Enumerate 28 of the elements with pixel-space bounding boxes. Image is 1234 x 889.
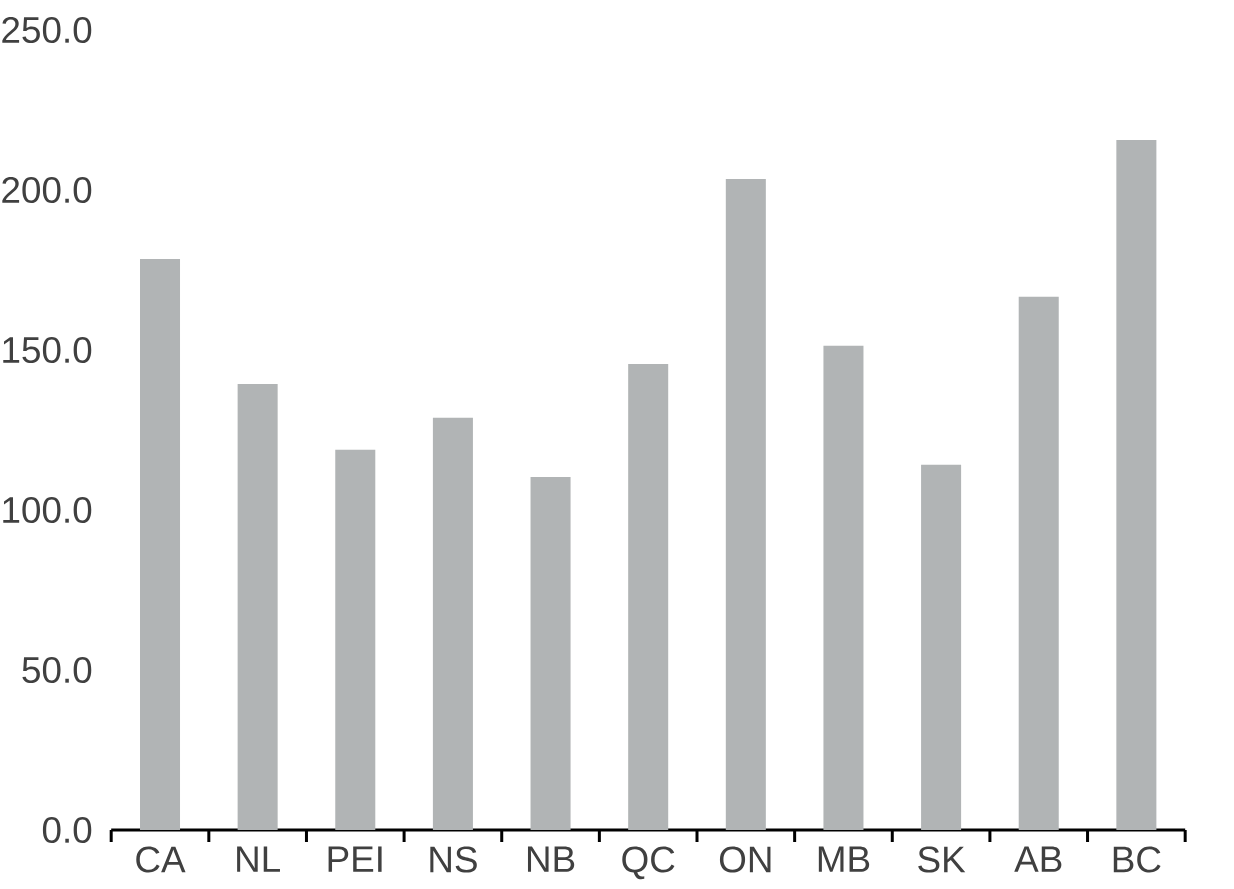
- y-tick-label: 200.0: [2, 176, 92, 204]
- x-tick-label: QC: [622, 846, 675, 880]
- bar: [530, 477, 571, 830]
- y-tick-label: 150.0: [3, 336, 92, 364]
- bar: [823, 345, 864, 830]
- x-tick-label: BC: [1113, 846, 1161, 873]
- bar: [139, 259, 181, 830]
- bar: [628, 364, 669, 830]
- bar: [237, 383, 278, 830]
- x-tick-label: PEI: [328, 846, 382, 872]
- x-tick-label: ON: [719, 846, 771, 873]
- bar: [725, 179, 766, 830]
- bar: [1018, 296, 1059, 830]
- bar: [432, 417, 473, 830]
- bar: [1116, 140, 1157, 830]
- x-tick-label: NB: [527, 846, 575, 872]
- x-tick-label: NS: [430, 846, 477, 873]
- x-tick-label: NL: [237, 846, 280, 872]
- y-tick-label: 50.0: [22, 656, 92, 684]
- x-tick-label: AB: [1014, 846, 1062, 872]
- y-tick-label: 100.0: [3, 496, 92, 524]
- x-tick-label: CA: [136, 846, 186, 873]
- bar: [921, 464, 962, 830]
- y-tick-label: 250.0: [2, 16, 92, 44]
- bar: [335, 449, 376, 830]
- x-tick-label: SK: [918, 846, 966, 873]
- y-tick-label: 0.0: [42, 816, 92, 844]
- x-tick-label: MB: [818, 846, 870, 872]
